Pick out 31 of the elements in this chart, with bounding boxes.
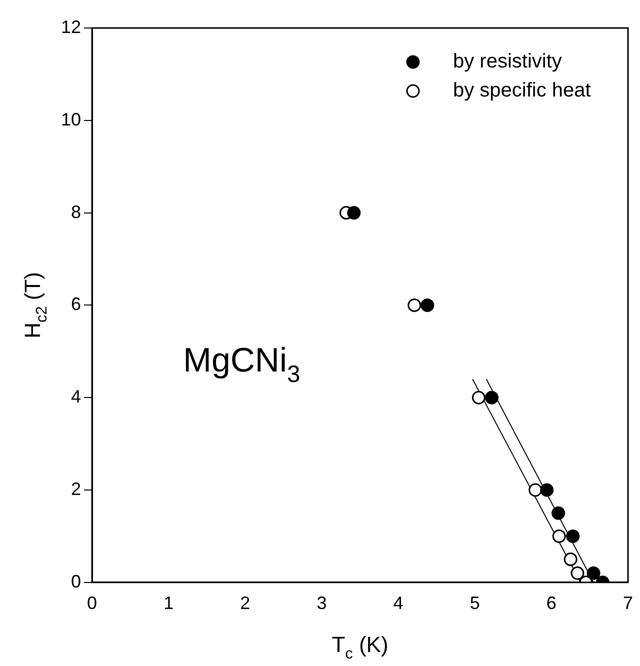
x-tick-label: 2 (240, 593, 250, 614)
x-tick-label: 3 (316, 593, 327, 614)
x-tick-label: 4 (393, 593, 404, 614)
y-tick-label: 0 (71, 571, 82, 592)
point (472, 390, 486, 404)
y-tick-label: 6 (71, 294, 82, 314)
point (484, 390, 498, 404)
point (564, 552, 578, 566)
point (540, 483, 554, 497)
y-tick-label: 8 (71, 202, 82, 222)
legend-label: by specific heat (453, 80, 592, 102)
point (586, 566, 600, 580)
point (408, 298, 422, 312)
point (552, 529, 566, 543)
point (570, 566, 584, 580)
x-tick-label: 6 (546, 593, 556, 614)
x-tick-label: 7 (622, 593, 634, 614)
y-axis-title: Hc2 (T) (20, 272, 51, 338)
y-tick-label: 12 (60, 16, 82, 37)
point (552, 506, 566, 520)
y-tick-label: 10 (60, 109, 82, 130)
point (420, 298, 434, 312)
point (347, 206, 361, 220)
legend-label: by resistivity (453, 50, 562, 73)
y-tick-label: 4 (71, 386, 82, 407)
point (566, 529, 580, 543)
x-tick-label: 1 (164, 593, 174, 614)
x-tick-label: 5 (470, 593, 480, 614)
point (528, 483, 542, 497)
y-tick-label: 2 (71, 478, 82, 499)
x-tick-label: 0 (87, 593, 98, 614)
